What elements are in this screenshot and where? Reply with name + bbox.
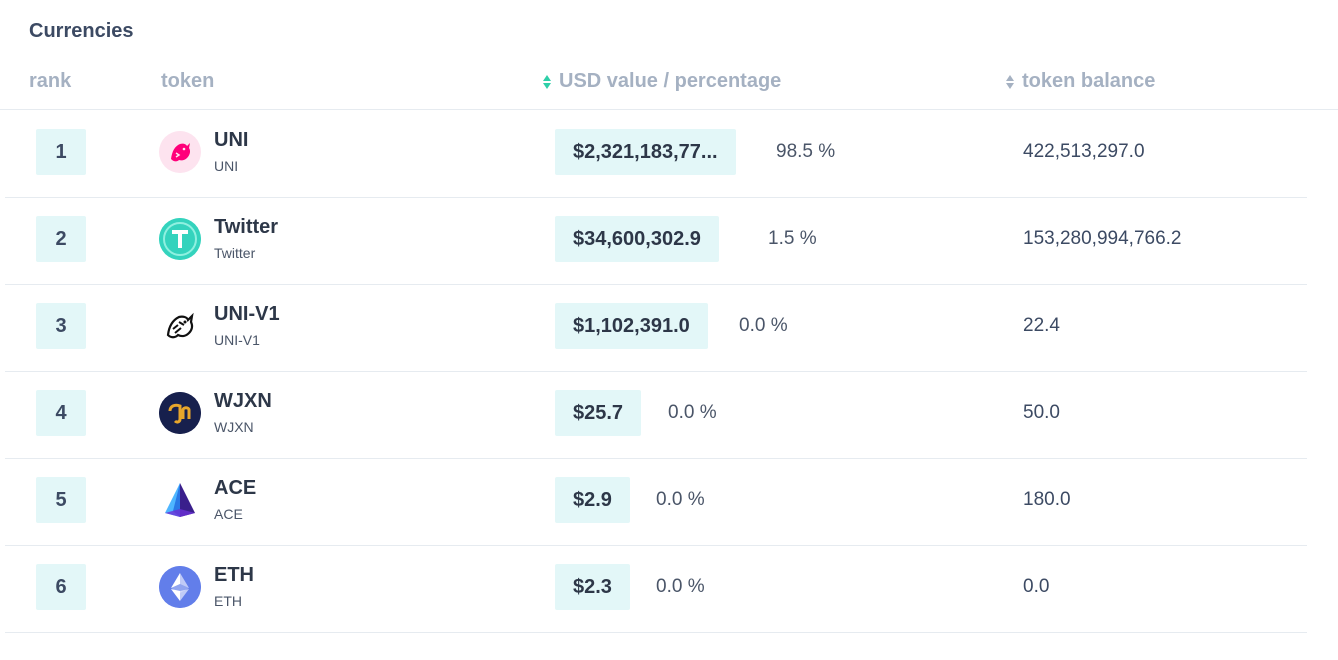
token-name[interactable]: ETH: [214, 564, 254, 586]
rank-badge: 4: [36, 390, 86, 436]
usd-value-badge: $2.9: [555, 477, 630, 523]
ethereum-icon: [159, 566, 201, 608]
sort-icon[interactable]: [1006, 73, 1016, 91]
token-name[interactable]: WJXN: [214, 390, 272, 412]
percentage-value: 0.0 %: [739, 315, 788, 336]
percentage-value: 0.0 %: [656, 576, 705, 597]
tether-t-icon: [159, 218, 201, 260]
table-row[interactable]: 2 Twitter Twitter $34,600,302.9 1.5 % 15…: [5, 198, 1307, 285]
token-balance: 22.4: [1023, 315, 1060, 336]
usd-value-badge: $2.3: [555, 564, 630, 610]
token-symbol: ACE: [214, 506, 243, 522]
table-row[interactable]: 5 ACE ACE $2.9 0.0 % 180.0: [5, 459, 1307, 546]
usd-value-badge: $34,600,302.9: [555, 216, 719, 262]
token-name[interactable]: UNI: [214, 129, 249, 151]
usd-value-badge: $25.7: [555, 390, 642, 436]
rank-badge: 5: [36, 477, 86, 523]
sort-icon[interactable]: [543, 73, 553, 91]
token-balance: 0.0: [1023, 576, 1050, 597]
column-header-usd-value[interactable]: USD value / percentage: [543, 70, 781, 93]
jaxnet-icon: [159, 392, 201, 434]
usd-value-badge: $1,102,391.0: [555, 303, 708, 349]
table-row[interactable]: 6 ETH ETH $2.3 0.0 % 0.0: [5, 546, 1307, 633]
token-symbol: UNI-V1: [214, 332, 260, 348]
token-balance: 180.0: [1023, 489, 1071, 510]
token-name[interactable]: Twitter: [214, 216, 279, 238]
table-row[interactable]: 1 UNI UNI $2,321,183,77... 98.5 % 422,51…: [5, 111, 1307, 198]
percentage-value: 0.0 %: [656, 489, 705, 510]
token-name[interactable]: ACE: [214, 477, 257, 499]
usd-value-badge: $2,321,183,77...: [555, 129, 736, 175]
percentage-value: 1.5 %: [768, 228, 817, 249]
column-header-token-balance[interactable]: token balance: [1006, 70, 1155, 93]
token-name[interactable]: UNI-V1: [214, 303, 280, 325]
token-balance: 50.0: [1023, 402, 1060, 423]
column-header-balance-label: token balance: [1022, 70, 1156, 92]
rank-badge: 2: [36, 216, 86, 262]
token-symbol: UNI: [214, 158, 239, 174]
uniswap-bw-unicorn-icon: [159, 305, 201, 347]
column-header-usd-label: USD value / percentage: [559, 70, 782, 92]
token-symbol: ETH: [214, 593, 242, 609]
token-balance: 422,513,297.0: [1023, 141, 1145, 162]
table-row[interactable]: 3 UNI-V1 UNI-V1 $1,102,391.0 0.0 % 22.4: [5, 285, 1307, 372]
token-balance: 153,280,994,766.2: [1023, 228, 1182, 249]
table-header: rank token USD value / percentage token …: [0, 56, 1338, 110]
column-header-token: token: [161, 70, 215, 92]
table-row[interactable]: 4 WJXN WJXN $25.7 0.0 % 50.0: [5, 372, 1307, 459]
percentage-value: 98.5 %: [776, 141, 836, 162]
ace-pyramid-icon: [159, 479, 201, 521]
currency-table-body: 1 UNI UNI $2,321,183,77... 98.5 % 422,51…: [5, 111, 1307, 633]
rank-badge: 3: [36, 303, 86, 349]
rank-badge: 1: [36, 129, 86, 175]
uniswap-pink-unicorn-icon: [159, 131, 201, 173]
section-title: Currencies: [29, 20, 134, 42]
rank-badge: 6: [36, 564, 86, 610]
column-header-rank: rank: [29, 70, 72, 92]
percentage-value: 0.0 %: [668, 402, 717, 423]
token-symbol: WJXN: [214, 419, 254, 435]
token-symbol: Twitter: [214, 245, 256, 261]
